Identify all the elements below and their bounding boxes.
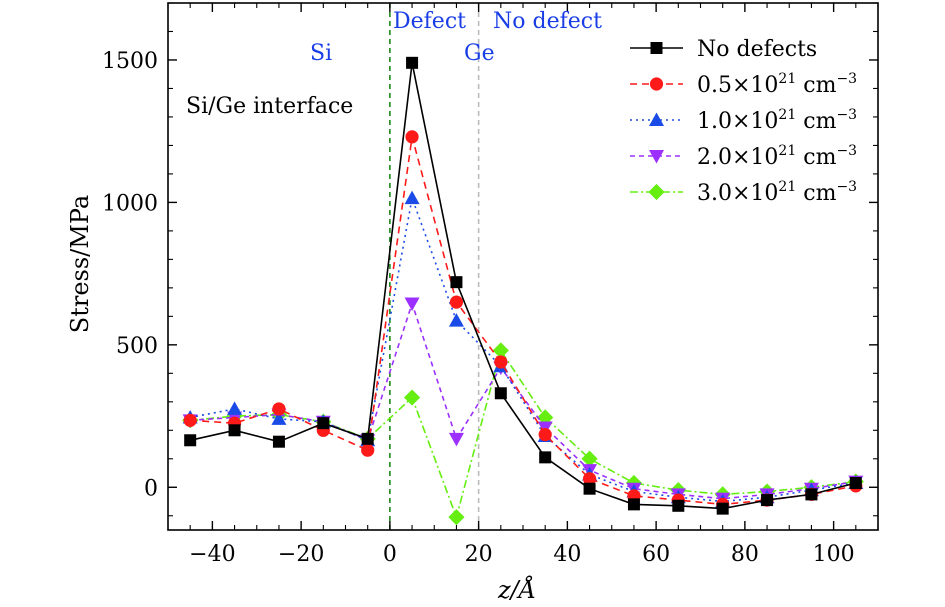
data-point-s1-9 xyxy=(582,472,597,486)
data-point-s0-1 xyxy=(228,424,241,437)
y-tick-label: 1500 xyxy=(102,49,158,74)
data-point-s1-4 xyxy=(361,443,375,457)
data-point-s0-4 xyxy=(361,432,374,445)
data-point-s0-3 xyxy=(317,417,330,430)
data-point-s0-6 xyxy=(450,276,463,289)
data-point-s2-1 xyxy=(227,401,243,415)
x-axis-label: z/Å xyxy=(497,575,536,604)
legend-label-2: 1.0×1021 cm−3 xyxy=(697,107,857,134)
data-point-s0-12 xyxy=(716,502,729,515)
legend-marker-4 xyxy=(648,183,665,201)
region-boundary-lines xyxy=(389,3,480,530)
series-3 xyxy=(182,297,864,507)
data-point-s3-6 xyxy=(448,432,464,447)
x-tick-label: 100 xyxy=(813,542,855,567)
series-2 xyxy=(182,190,864,508)
legend-label-1: 0.5×1021 cm−3 xyxy=(697,71,857,98)
legend-marker-0 xyxy=(650,42,663,54)
data-point-s0-11 xyxy=(672,499,685,512)
y-axis-label: Stress/MPa xyxy=(66,195,94,333)
data-point-s2-2 xyxy=(271,411,287,425)
series-line-3 xyxy=(190,300,856,500)
legend-entry-3: 2.0×1021 cm−3 xyxy=(630,143,857,170)
legend-label-3: 2.0×1021 cm−3 xyxy=(697,143,857,170)
data-point-s0-5 xyxy=(406,56,419,69)
data-point-s1-6 xyxy=(449,295,464,309)
data-point-s0-9 xyxy=(583,482,596,495)
legend-label-0: No defects xyxy=(697,37,817,62)
legend: No defects 0.5×1021 cm−3 1.0×1021 cm−3 2.0×… xyxy=(630,37,857,206)
data-point-s0-0 xyxy=(184,434,197,447)
series-line-2 xyxy=(190,195,856,503)
y-tick-label: 1000 xyxy=(102,191,158,216)
legend-marker-2 xyxy=(649,112,664,126)
series-line-1 xyxy=(190,136,856,506)
y-tick-label: 0 xyxy=(144,476,158,501)
data-point-s0-15 xyxy=(849,476,862,489)
legend-entry-1: 0.5×1021 cm−3 xyxy=(630,71,857,98)
series-layer xyxy=(182,56,864,526)
data-point-s0-2 xyxy=(272,435,285,448)
series-0 xyxy=(184,56,862,515)
y-tick-label: 500 xyxy=(116,334,158,359)
annotation-ge: Ge xyxy=(464,41,495,66)
legend-entry-0: No defects xyxy=(630,37,817,62)
data-point-s4-6 xyxy=(448,509,465,526)
data-point-s1-0 xyxy=(183,413,197,427)
annotation-defect: Defect xyxy=(393,9,466,34)
data-point-s2-5 xyxy=(404,190,420,205)
legend-marker-3 xyxy=(649,150,664,164)
data-point-s3-5 xyxy=(404,297,420,312)
data-point-s4-9 xyxy=(581,450,598,467)
x-tick-label: 80 xyxy=(731,542,759,567)
series-line-0 xyxy=(190,62,856,510)
data-point-s4-5 xyxy=(403,389,421,406)
data-point-s1-2 xyxy=(272,402,286,416)
data-point-s4-7 xyxy=(492,342,509,359)
data-point-s1-8 xyxy=(538,427,552,442)
annotation-no-defect: No defect xyxy=(493,9,602,34)
legend-entry-4: 3.0×1021 cm−3 xyxy=(630,179,857,206)
x-tick-label: 20 xyxy=(465,542,493,567)
legend-label-4: 3.0×1021 cm−3 xyxy=(697,179,857,206)
data-point-s0-7 xyxy=(494,387,507,400)
x-tick-label: −20 xyxy=(278,542,324,567)
annotation-si: Si xyxy=(310,41,332,66)
data-point-s0-8 xyxy=(539,451,552,464)
data-point-s1-5 xyxy=(405,130,419,144)
data-point-s1-7 xyxy=(494,355,508,369)
x-tick-label: −40 xyxy=(189,542,235,567)
legend-entry-2: 1.0×1021 cm−3 xyxy=(630,107,857,134)
data-point-s0-13 xyxy=(761,494,774,507)
data-point-s0-14 xyxy=(805,488,818,501)
annotation-interface: Si/Ge interface xyxy=(186,94,353,119)
x-tick-label: 40 xyxy=(553,542,581,567)
legend-marker-1 xyxy=(649,77,664,91)
data-point-s2-6 xyxy=(448,313,464,327)
x-tick-label: 60 xyxy=(642,542,670,567)
data-point-s0-10 xyxy=(627,498,640,511)
x-tick-label: 0 xyxy=(383,542,397,567)
series-line-4 xyxy=(190,348,856,520)
